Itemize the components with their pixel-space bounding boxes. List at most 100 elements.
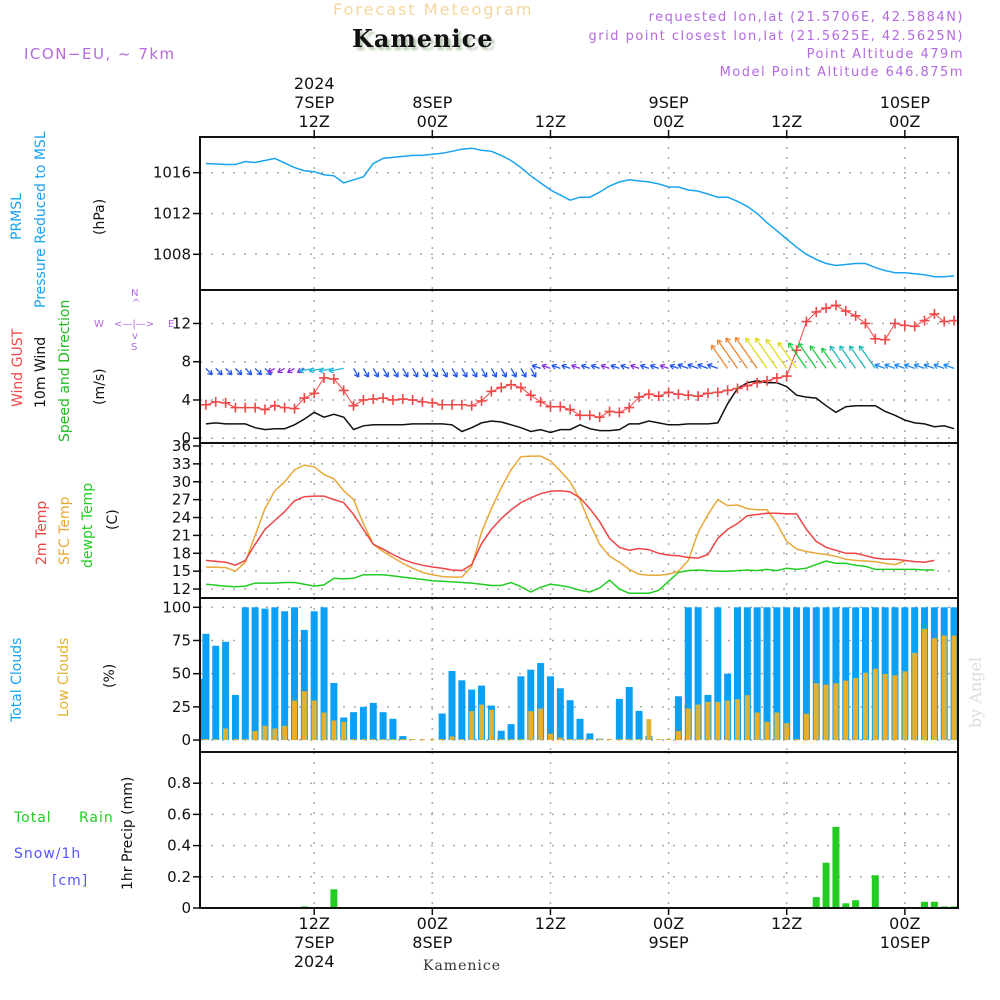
total-cloud-bar [369,702,377,741]
wind-direction-arrow [590,363,600,370]
low-cloud-bar [675,731,681,741]
total-cloud-bar [359,706,367,741]
low-cloud-bar [577,739,583,741]
rain-bar [812,897,820,908]
compass-w: W [94,319,104,330]
gust-marker [447,399,458,410]
low-cloud-bar [774,712,780,741]
rain-bar [330,889,338,908]
y-tick-label: 0.4 [167,837,191,855]
gust-marker [771,372,782,383]
y-tick-label: 50 [172,665,191,683]
wind-direction-arrow [754,337,778,369]
gust-marker [240,402,251,413]
gust-marker [378,393,389,404]
low-cloud-bar [292,700,298,741]
gust-marker [919,315,930,326]
x-tick-label-bottom: 9SEP [649,933,689,952]
wind-direction-arrow [829,345,847,369]
compass-s: S [131,342,138,353]
point-altitude: Point Altitude 479m [806,47,964,62]
y-tick-label: 8 [181,353,191,371]
x-tick-label-top: 8SEP [412,93,452,112]
low-cloud-bar [715,701,721,741]
low-cloud-bar [282,725,288,741]
total-cloud-bar [852,607,860,741]
y-tick-label: 0.6 [167,805,191,823]
low-cloud-bar [252,731,258,741]
total-cloud-bar [763,607,771,741]
y-tick-label: 12 [172,314,191,332]
x-tick-label-top: 12Z [299,112,330,131]
precip-snow-unit: [cm] [52,873,89,889]
total-cloud-bar [271,607,279,741]
gust-marker [663,387,674,398]
model-altitude: Model Point Altitude 646.875m [719,65,964,80]
y-tick-label: 15 [172,562,191,580]
x-tick-label-bottom: 10SEP [880,933,931,952]
low-cloud-bar [449,736,455,741]
wind-direction-arrow [821,347,837,369]
wind-direction-arrow [610,363,620,370]
total-cloud-bar [379,712,387,741]
low-cloud-bar [853,677,859,741]
low-cloud-bar [784,723,790,741]
x-tick-label-top: 10SEP [880,93,931,112]
wind-direction-arrow [725,337,748,369]
low-cloud-bar [341,721,347,741]
low-cloud-bar [557,737,563,741]
x-tick-label-bottom: 00Z [889,914,920,933]
low-cloud-bar [199,739,205,741]
gust-marker [899,320,910,331]
total-cloud-bar [300,629,308,741]
panel-frame [199,751,959,909]
gust-marker [752,377,763,388]
precip-snow-label: Snow/1h [14,846,82,862]
wind-direction-arrow [441,368,448,378]
total-cloud-bar [842,607,850,741]
low-cloud-bar [311,700,317,741]
gust-marker [427,397,438,408]
compass-n: N [131,288,139,299]
total-cloud-bar [812,607,820,741]
gust-marker [289,403,300,414]
low-cloud-bar [301,691,307,741]
gust-marker [299,393,310,404]
gust-marker [584,410,595,421]
wind-direction-arrow [659,363,669,370]
y-tick-label: 33 [172,455,191,473]
gust-marker [643,389,654,400]
low-cloud-bar [518,739,524,741]
wind-direction-arrow [490,368,498,378]
gust-marker [594,412,605,423]
x-tick-label-bottom: 12Z [535,914,566,933]
gust-marker [348,400,359,411]
gust-marker [417,396,428,407]
total-cloud-bar [881,607,889,741]
y-tick-label: 21 [172,526,191,544]
wind-direction-arrow [287,367,295,374]
low-cloud-bar [646,719,652,741]
wind-direction-arrow [328,367,344,374]
low-cloud-bar [882,674,888,741]
total-cloud-bar [635,710,643,741]
x-tick-label-bottom: 2024 [294,952,335,971]
gust-marker [545,401,556,412]
wind-direction-arrow [234,367,243,376]
total-cloud-bar [527,669,535,741]
gust-marker [781,371,792,382]
low-cloud-bar [587,739,593,741]
dewpt-temp-line [205,560,935,594]
wind-direction-arrow [639,363,650,370]
total-cloud-bar [684,607,692,741]
gust-marker [830,300,841,311]
low-cloud-bar [488,709,494,741]
y-tick-label: 0.8 [167,774,191,792]
gust-marker [437,399,448,410]
low-cloud-bar [862,672,868,741]
y-tick-label: 75 [172,631,191,649]
wind-direction-arrow [267,367,276,374]
low-cloud-bar [439,739,445,741]
low-cloud-bar [685,708,691,741]
wind-direction-arrow [353,368,360,378]
